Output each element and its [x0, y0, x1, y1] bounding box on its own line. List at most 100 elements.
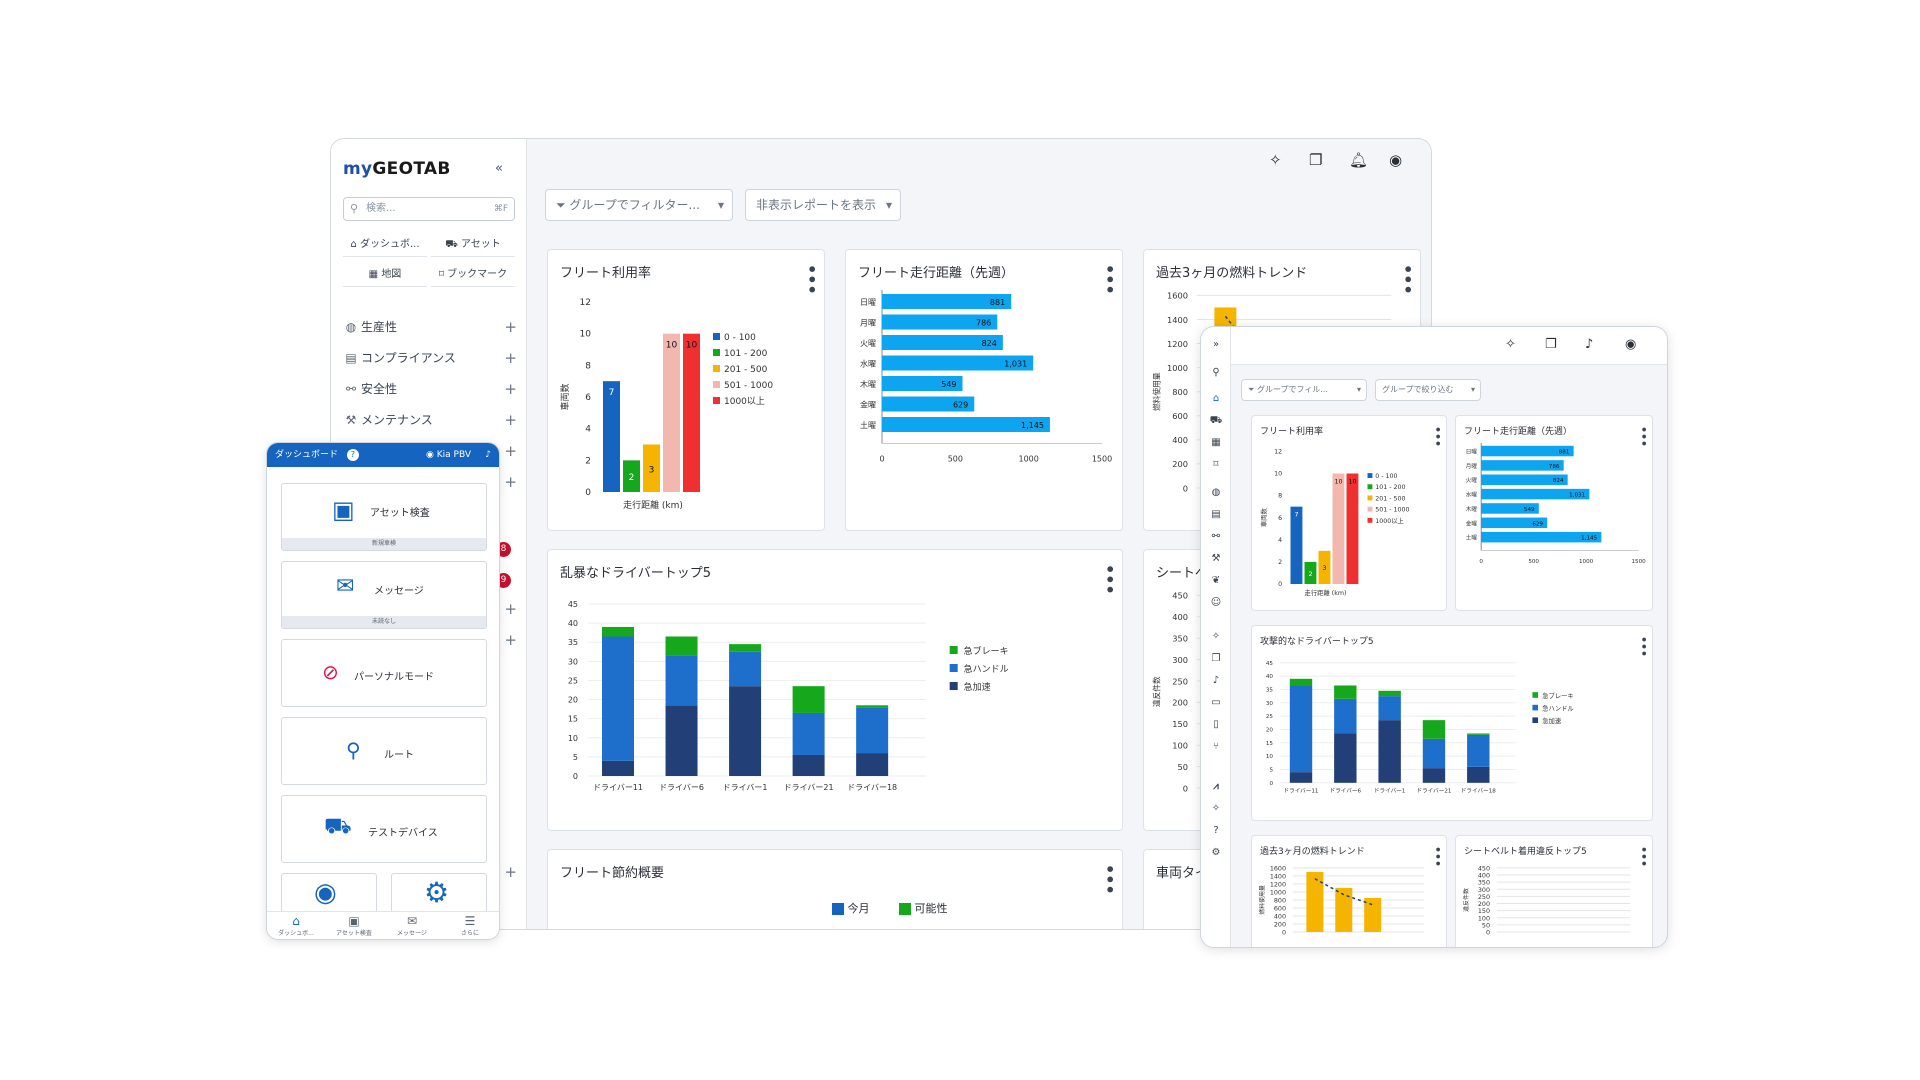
plus-icon: +: [504, 318, 517, 336]
sparkle-icon[interactable]: ✧: [1211, 803, 1221, 814]
gear-icon[interactable]: ⚙: [1211, 847, 1221, 858]
y-tick-label: 0: [585, 488, 591, 498]
legend-swatch: [1367, 484, 1373, 490]
route-icon: ⚲: [346, 738, 361, 762]
user-name[interactable]: ◉ Kia PBV: [426, 450, 471, 460]
user-icon[interactable]: ◉: [1389, 151, 1403, 169]
plus-icon: +: [504, 863, 517, 881]
bell-icon[interactable]: 🔔︎: [1349, 151, 1369, 169]
test-device-tile[interactable]: ⛟ テストデバイス: [281, 795, 487, 863]
nav-more[interactable]: ☰ さらに: [441, 914, 499, 937]
y-tick-label: 8: [1278, 493, 1282, 500]
asset-inspection-tile[interactable]: ▣ アセット検査 新規車検: [281, 483, 487, 551]
collapse-sidebar-button[interactable]: «: [495, 161, 503, 176]
settings-tile[interactable]: ⚙: [391, 873, 487, 913]
bell-icon[interactable]: ♪: [1585, 337, 1594, 352]
tablet-sidebar: » ⚲ ⌂ ⛟ ▦ ⌑ ◍ ▤ ⚯ ⚒ ❦ ☺ ✧ ❐ ♪ ▭ ▯ ⑂ ⩘ ✧ …: [1201, 327, 1231, 947]
group-filter-dropdown[interactable]: ⏷ グループでフィル... ▾: [1241, 379, 1367, 401]
sidebar-item-safety[interactable]: ⚯ 安全性 +: [341, 377, 517, 401]
sidebar-item-extra-4[interactable]: +: [341, 628, 517, 652]
envelope-icon: ✉: [336, 574, 355, 599]
route-tile[interactable]: ⚲ ルート: [281, 717, 487, 785]
kebab-menu-icon[interactable]: •••: [1100, 864, 1119, 895]
quick-asset-button[interactable]: ⛟ アセット: [431, 233, 515, 257]
search-icon[interactable]: ⚲: [1212, 367, 1220, 378]
map-icon: ▦: [368, 269, 382, 280]
windows-icon[interactable]: ❐: [1211, 653, 1221, 664]
mobile-header: ダッシュボード ? ◉ Kia PBV ♪: [267, 443, 499, 467]
data-label: 2: [629, 473, 635, 483]
hidden-reports-dropdown[interactable]: 非表示レポートを表示 ▾: [745, 189, 901, 221]
sparkle-icon[interactable]: ✧: [1211, 631, 1221, 642]
bookmark-icon[interactable]: ⌑: [1213, 459, 1219, 470]
group-filter-dropdown[interactable]: ⏷ グループでフィルター... ▾: [545, 189, 733, 221]
y-tick-label: 40: [1266, 674, 1274, 680]
bell-icon[interactable]: ♪: [485, 450, 491, 460]
stacked-bar: [1467, 733, 1490, 735]
nav-messages[interactable]: ✉ メッセージ: [383, 914, 441, 937]
x-tick-label: ドライバー1: [723, 783, 768, 792]
user-icon: ◉: [426, 450, 437, 460]
y-tick-label: 40: [568, 619, 578, 628]
sidebar-item-compliance[interactable]: ▤ コンプライアンス +: [341, 346, 517, 370]
quick-bookmark-button[interactable]: ⌑ ブックマーク: [431, 263, 515, 287]
savings-legend: 今月 可能性: [832, 900, 948, 916]
windows-icon[interactable]: ❐: [1309, 151, 1323, 169]
card-title: フリート利用率: [560, 266, 652, 281]
bar: [623, 460, 640, 492]
file-icon[interactable]: ▯: [1213, 719, 1219, 730]
sidebar-item-extra-1[interactable]: +: [341, 439, 517, 463]
legend-swatch: [949, 682, 958, 690]
legend-swatch: [1532, 704, 1539, 711]
data-label: 1,145: [1581, 536, 1597, 542]
bell-icon[interactable]: ♪: [1212, 675, 1220, 686]
y-tick-label: 150: [1172, 719, 1188, 729]
geotab-mark-icon[interactable]: ⩘: [1213, 781, 1219, 792]
search-input[interactable]: ⚲ 検索... ⌘F: [343, 197, 515, 221]
legend-label: 0 - 100: [724, 333, 756, 343]
quick-dashboard-button[interactable]: ⌂ ダッシュボ...: [343, 233, 427, 257]
wrench-icon: ⚒: [345, 413, 357, 427]
messages-tile[interactable]: ✉ メッセージ 未読なし: [281, 561, 487, 629]
sparkle-icon[interactable]: ✧: [1505, 337, 1516, 352]
document-icon[interactable]: ▤: [1211, 509, 1221, 520]
sidebar-item-extra-2[interactable]: +: [341, 470, 517, 494]
people-icon[interactable]: ☺: [1210, 597, 1222, 608]
x-tick-label: ドライバー11: [1284, 788, 1319, 795]
home-icon[interactable]: ⌂: [1212, 393, 1220, 404]
map-icon[interactable]: ▦: [1211, 437, 1221, 448]
wrench-icon[interactable]: ⚒: [1211, 553, 1221, 564]
y-tick-label: 金曜: [860, 400, 876, 410]
globe-icon[interactable]: ◍: [1211, 487, 1221, 498]
windows-icon[interactable]: ❐: [1545, 337, 1557, 352]
quick-map-button[interactable]: ▦ 地図: [343, 263, 427, 287]
y-tick-label: 土曜: [1466, 534, 1478, 542]
help-icon[interactable]: ?: [346, 449, 359, 461]
leaf-icon[interactable]: ❦: [1211, 575, 1221, 586]
sparkle-icon[interactable]: ✧: [1269, 151, 1282, 169]
sidebar-item-maintenance[interactable]: ⚒ メンテナンス +: [341, 408, 517, 432]
network-icon[interactable]: ⑂: [1213, 741, 1219, 752]
stacked-bar: [1289, 685, 1313, 773]
bar: [882, 396, 975, 412]
nav-dashboard[interactable]: ⌂ ダッシュボ...: [267, 914, 325, 937]
help-icon[interactable]: ?: [1213, 825, 1219, 836]
y-tick-label: 5: [1269, 768, 1273, 774]
sidebar-item-productivity[interactable]: ◍ 生産性 +: [341, 315, 517, 339]
sidebar-item-extra-3[interactable]: +: [341, 597, 517, 621]
camera-icon[interactable]: ▭: [1211, 697, 1221, 708]
group-narrow-dropdown[interactable]: グループで絞り込む ▾: [1375, 379, 1481, 401]
chevron-down-icon: ▾: [1356, 385, 1361, 394]
y-tick-label: 25: [1266, 714, 1274, 720]
expand-icon[interactable]: »: [1212, 339, 1220, 350]
truck-icon[interactable]: ⛟: [1209, 415, 1223, 426]
y-tick-label: 50: [1178, 762, 1189, 772]
sidebar-item-extra-5[interactable]: +: [341, 860, 517, 884]
user-icon[interactable]: ◉: [1625, 337, 1637, 352]
visibility-tile[interactable]: ◉: [281, 873, 377, 913]
nav-asset-inspection[interactable]: ▣ アセット検査: [325, 914, 383, 937]
y-axis-label: 車両数: [1259, 508, 1268, 528]
link-icon[interactable]: ⚯: [1211, 531, 1221, 542]
legend-swatch: [713, 349, 720, 356]
personal-mode-tile[interactable]: ⊘ パーソナルモード: [281, 639, 487, 707]
